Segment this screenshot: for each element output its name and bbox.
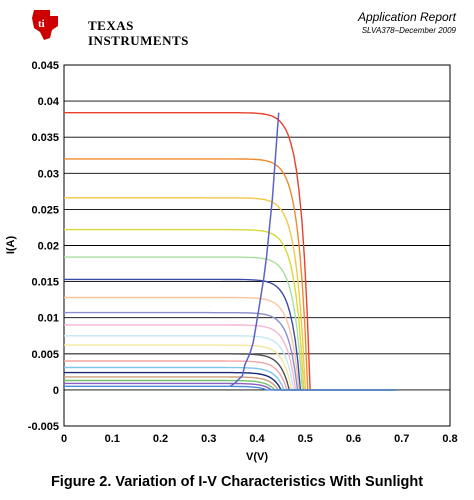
y-tick-label: 0.01 bbox=[38, 313, 59, 325]
x-tick-label: 0.4 bbox=[249, 433, 265, 445]
x-tick-label: 0.7 bbox=[394, 433, 409, 445]
iv-curve-11 bbox=[64, 344, 396, 391]
report-title: Application Report bbox=[357, 10, 456, 24]
iv-curve-12 bbox=[64, 353, 396, 391]
iv-curve-1 bbox=[64, 112, 396, 391]
y-axis-label: I(A) bbox=[5, 236, 17, 255]
iv-curve-13 bbox=[64, 360, 396, 391]
y-tick-label: 0.015 bbox=[31, 277, 59, 289]
iv-chart: -0.00500.0050.010.0150.020.0250.030.0350… bbox=[5, 60, 458, 463]
y-tick-label: 0.025 bbox=[31, 204, 59, 216]
brand-line-2: INSTRUMENTS bbox=[88, 33, 189, 48]
report-id: SLVA378–December 2009 bbox=[361, 26, 456, 35]
iv-curve-3 bbox=[64, 197, 396, 391]
iv-curve-8 bbox=[64, 311, 396, 391]
x-tick-label: 0.5 bbox=[298, 433, 313, 445]
grid-lines bbox=[64, 64, 450, 427]
x-axis-label: V(V) bbox=[246, 451, 268, 463]
curves bbox=[64, 112, 396, 391]
iv-curve-17 bbox=[64, 379, 396, 391]
ti-logo: ti TEXAS INSTRUMENTS bbox=[28, 8, 188, 48]
iv-curve-5 bbox=[64, 256, 396, 391]
y-tick-label: 0.035 bbox=[31, 132, 59, 144]
iv-curve-15 bbox=[64, 371, 396, 391]
y-tick-label: 0.045 bbox=[31, 60, 59, 72]
iv-curve-14 bbox=[64, 366, 396, 391]
x-tick-label: 0.1 bbox=[105, 433, 120, 445]
y-tick-label: 0.03 bbox=[38, 168, 59, 180]
iv-curve-16 bbox=[64, 376, 396, 391]
x-tick-label: 0.6 bbox=[346, 433, 361, 445]
iv-curve-7 bbox=[64, 296, 396, 391]
iv-curve-19 bbox=[64, 385, 396, 391]
figure-caption: Figure 2. Variation of I-V Characteristi… bbox=[50, 474, 424, 490]
max-power-trace bbox=[230, 112, 280, 387]
y-tick-labels: -0.005 0 0.005 0.01 0.015 0.02 0.025 0.03 0.035 0… bbox=[28, 60, 60, 433]
svg-text:ti: ti bbox=[38, 18, 45, 30]
y-tick-label: 0 bbox=[53, 385, 59, 397]
iv-curve-10 bbox=[64, 335, 396, 391]
iv-curve-4 bbox=[64, 228, 396, 391]
y-tick-label: 0.005 bbox=[31, 349, 59, 361]
x-tick-label: 0.2 bbox=[153, 433, 168, 445]
y-tick-label: -0.005 bbox=[28, 421, 59, 433]
x-tick-labels: 0 0.1 0.2 0.3 0.4 0.5 0.6 0.7 0.8 bbox=[61, 433, 458, 445]
y-tick-label: 0.04 bbox=[38, 96, 60, 108]
iv-curve-18 bbox=[64, 382, 396, 391]
x-tick-label: 0.3 bbox=[201, 433, 216, 445]
y-tick-label: 0.02 bbox=[38, 241, 59, 253]
report-header: Application Report SLVA378–December 2009 bbox=[358, 10, 456, 35]
brand-line-1: TEXAS bbox=[88, 18, 134, 33]
iv-curve-2 bbox=[64, 158, 396, 391]
x-tick-label: 0.8 bbox=[442, 433, 457, 445]
x-tick-label: 0 bbox=[61, 433, 67, 445]
iv-curve-9 bbox=[64, 324, 396, 391]
ti-logo-icon: ti bbox=[32, 10, 58, 40]
brand-text: TEXAS INSTRUMENTS bbox=[88, 18, 189, 48]
